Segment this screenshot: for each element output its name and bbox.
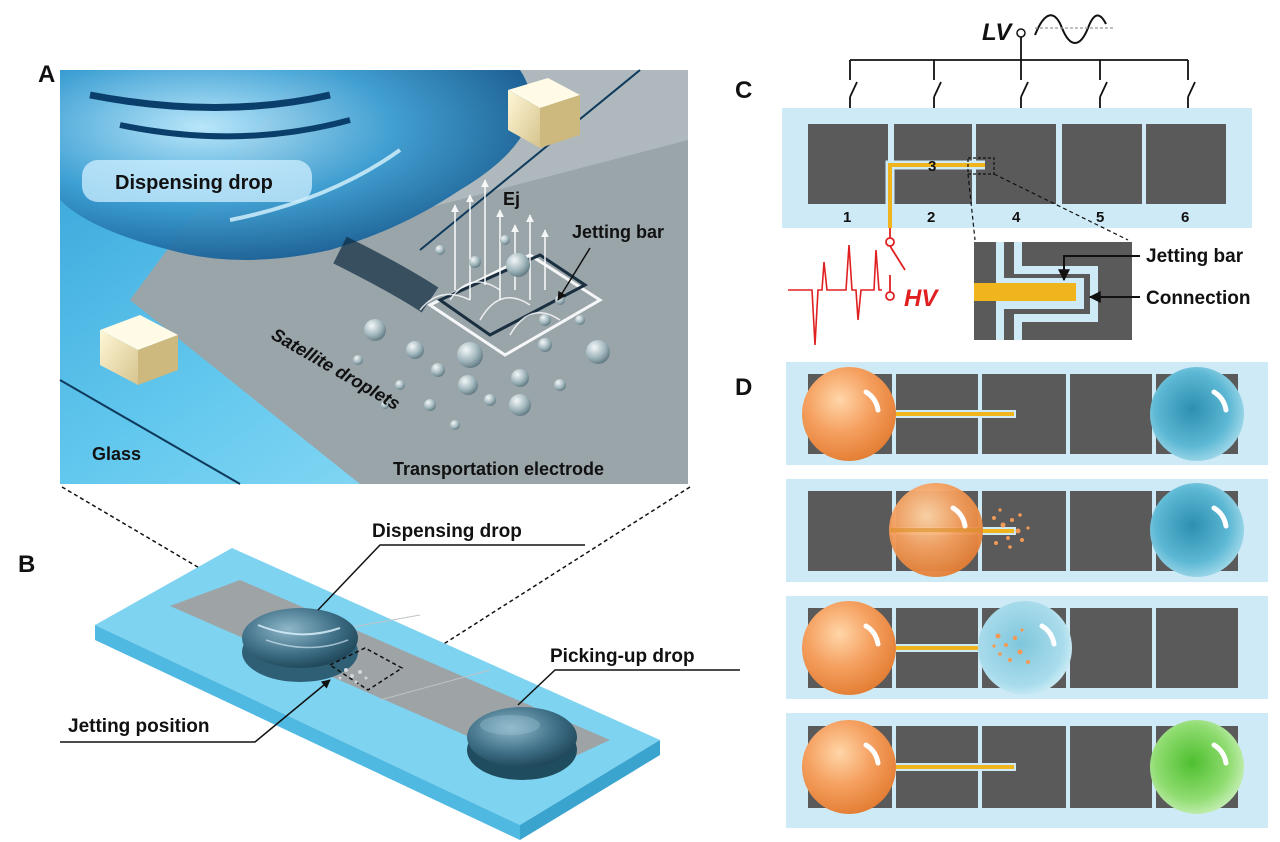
glass-slide-front (95, 625, 520, 840)
panel-c-letter: C (735, 77, 752, 104)
label-connection: Connection (1146, 288, 1251, 309)
jetted-satellites (992, 508, 1030, 549)
orange-drop (802, 601, 896, 695)
label-dispensing-drop-b: Dispensing drop (372, 521, 522, 542)
hv-pulse-waveform (788, 244, 882, 346)
panel-a: A (38, 61, 688, 485)
panel-d-letter: D (735, 374, 752, 401)
label-transportation-electrode: Transportation electrode (393, 459, 604, 479)
detail-box-c (967, 157, 995, 175)
label-jetting-bar-c: Jetting bar (1146, 246, 1244, 267)
electrode-number-4: 4 (1012, 209, 1021, 226)
leader-dispensing-drop-b (317, 544, 585, 611)
label-dispensing-drop-a: Dispensing drop (115, 172, 273, 194)
panel-d: D (735, 362, 1268, 828)
orange-drop (802, 720, 896, 814)
cube-left (100, 315, 178, 385)
panel-a-letter: A (38, 61, 55, 88)
label-glass: Glass (92, 444, 141, 464)
d-step-1 (786, 362, 1268, 465)
label-hv: HV (904, 285, 939, 312)
electrode-number-2: 2 (927, 209, 935, 226)
electrode-1 (808, 124, 888, 204)
electrode-number-1: 1 (843, 209, 851, 226)
d-step-3 (786, 596, 1268, 699)
blue-drop (1150, 483, 1244, 577)
electrode-6 (1146, 124, 1226, 204)
d-step-4 (786, 713, 1268, 828)
label-picking-up-drop: Picking-up drop (550, 646, 695, 667)
picking-up-drop-b (467, 707, 577, 780)
jetting-bar-c (888, 163, 985, 228)
label-ej: Ej (503, 189, 520, 209)
detail-inset-c (974, 242, 1132, 340)
leader-picking-up-drop (517, 669, 740, 706)
jetting-bar-pointer (557, 247, 591, 301)
mixed-drop (978, 601, 1072, 695)
electrode-number-3: 3 (928, 158, 936, 175)
label-jetting-bar-a: Jetting bar (572, 222, 664, 242)
electrode-number-5: 5 (1096, 209, 1104, 226)
label-lv: LV (982, 19, 1013, 46)
jetting-spray-b (338, 668, 368, 684)
hv-source (885, 228, 906, 301)
dispensing-drop-label-box (82, 160, 312, 202)
dispensing-drop-b (242, 608, 358, 682)
lv-terminal (1016, 28, 1026, 38)
electrode-number-6: 6 (1181, 209, 1189, 226)
orange-drop (802, 367, 896, 461)
electrode-numbers: 1 2 3 4 5 6 (843, 158, 1189, 226)
panel-b-letter: B (18, 551, 35, 578)
panel-b: B Dispensing drop P (18, 521, 740, 840)
glass-slide-side (520, 740, 660, 840)
captured-satellites (992, 628, 1030, 664)
panel-c: C LV 1 2 3 (735, 14, 1252, 346)
leader-jetting-position (60, 679, 331, 743)
jetting-bar-pointer-c (1058, 255, 1140, 282)
green-drop (1150, 720, 1244, 814)
lv-sine-icon (1034, 14, 1107, 44)
blue-drop (1150, 367, 1244, 461)
satellite-droplets (353, 235, 610, 430)
label-jetting-position: Jetting position (68, 716, 209, 737)
d-step-2 (786, 479, 1268, 582)
electrode-4 (976, 124, 1056, 204)
panel-a-scene: Dispensing drop Ej Jetting bar Satellite… (59, 69, 688, 485)
cube-top (508, 78, 580, 148)
electrode-5 (1062, 124, 1142, 204)
